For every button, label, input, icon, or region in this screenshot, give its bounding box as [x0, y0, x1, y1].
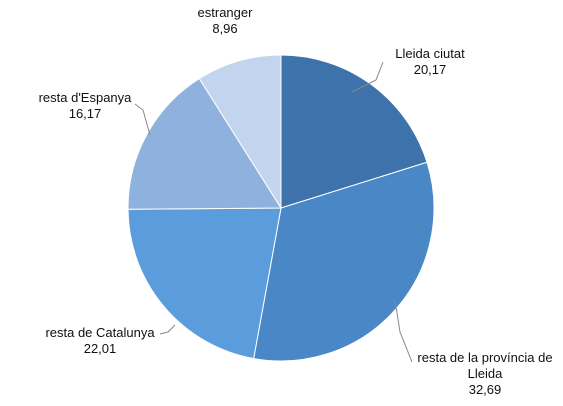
pie-slice: [127, 207, 282, 360]
slice-label: resta de Catalunya 22,01: [30, 325, 170, 357]
slice-label: estranger 8,96: [170, 5, 280, 37]
slice-label: resta de la província de Lleida 32,69: [405, 350, 563, 398]
slice-name: resta d'Espanya: [38, 90, 132, 105]
slice-name: estranger: [197, 5, 253, 20]
slice-value: 32,69: [468, 382, 502, 397]
slice-label: Lleida ciutat 20,17: [380, 46, 480, 78]
slice-name: resta de la província de Lleida: [417, 350, 553, 381]
pie-slice: [253, 161, 435, 362]
leader-line: [134, 103, 151, 136]
slice-value: 16,17: [68, 106, 102, 121]
slice-value: 8,96: [212, 21, 238, 36]
pie-slice: [280, 54, 428, 209]
slice-value: 20,17: [413, 62, 447, 77]
leader-line: [394, 299, 413, 363]
slice-name: resta de Catalunya: [45, 325, 155, 340]
slice-value: 22,01: [83, 341, 117, 356]
slice-name: Lleida ciutat: [395, 46, 465, 61]
slice-label: resta d'Espanya 16,17: [20, 90, 150, 122]
pie-slice: [198, 54, 282, 210]
leader-line: [351, 61, 384, 93]
pie-slice: [127, 77, 282, 210]
leader-line: [159, 324, 176, 335]
